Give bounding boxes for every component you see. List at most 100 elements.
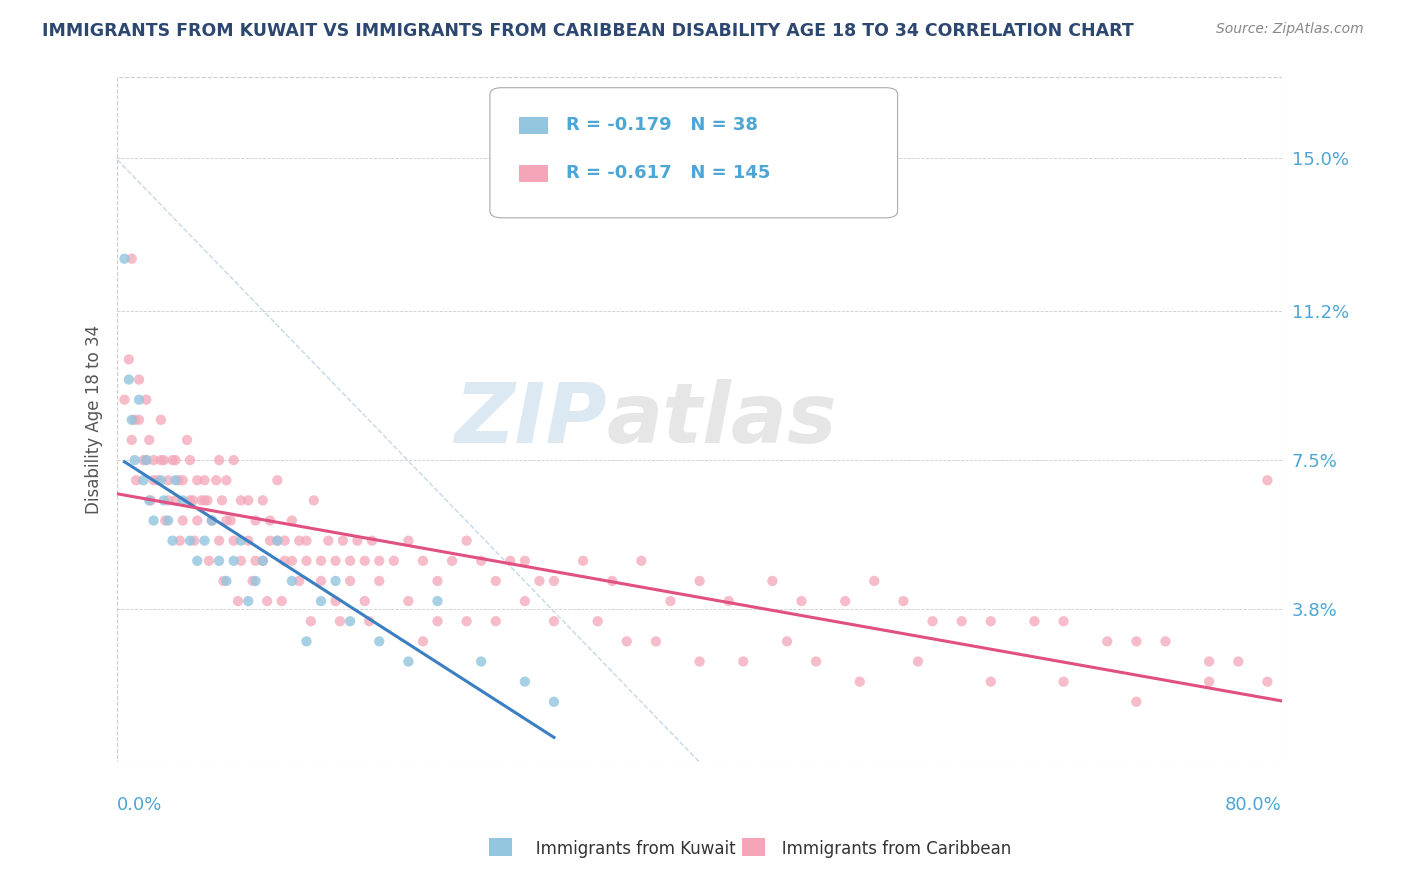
Point	[186, 473, 208, 487]
Text: Source: ZipAtlas.com: Source: ZipAtlas.com	[1216, 22, 1364, 37]
Point	[1052, 614, 1074, 628]
Point	[208, 453, 231, 467]
Point	[211, 493, 233, 508]
Point	[804, 655, 827, 669]
Point	[273, 533, 295, 548]
Point	[600, 574, 623, 588]
Point	[124, 413, 146, 427]
Point	[212, 574, 235, 588]
Point	[368, 574, 391, 588]
Point	[157, 493, 180, 508]
Point	[208, 533, 231, 548]
Point	[426, 594, 449, 608]
Point	[288, 574, 311, 588]
Point	[1125, 634, 1147, 648]
Point	[242, 574, 264, 588]
Point	[222, 453, 245, 467]
Point	[181, 493, 204, 508]
Text: atlas: atlas	[606, 379, 837, 460]
Point	[201, 514, 224, 528]
Point	[339, 574, 361, 588]
Point	[456, 533, 478, 548]
Point	[238, 594, 260, 608]
Point	[229, 554, 252, 568]
Point	[222, 554, 245, 568]
Point	[149, 413, 172, 427]
Point	[288, 533, 311, 548]
Point	[165, 493, 187, 508]
Point	[215, 473, 238, 487]
Point	[142, 514, 165, 528]
Point	[205, 473, 228, 487]
Text: R = -0.179   N = 38: R = -0.179 N = 38	[565, 116, 758, 135]
Point	[138, 433, 160, 447]
Point	[396, 533, 419, 548]
Point	[281, 554, 304, 568]
Point	[256, 594, 278, 608]
Point	[834, 594, 856, 608]
Point	[124, 453, 146, 467]
Point	[426, 574, 449, 588]
Point	[238, 533, 260, 548]
Text: Immigrants from Kuwait: Immigrants from Kuwait	[520, 840, 735, 858]
Point	[193, 473, 215, 487]
Point	[146, 473, 169, 487]
Point	[152, 453, 174, 467]
Point	[396, 594, 419, 608]
Point	[761, 574, 783, 588]
Point	[132, 453, 155, 467]
Point	[165, 473, 187, 487]
Point	[329, 614, 352, 628]
Point	[309, 574, 332, 588]
Point	[1024, 614, 1046, 628]
Point	[198, 554, 221, 568]
Point	[441, 554, 464, 568]
Point	[485, 614, 508, 628]
Point	[339, 614, 361, 628]
Point	[980, 674, 1002, 689]
Text: ZIP: ZIP	[454, 379, 606, 460]
Point	[325, 554, 347, 568]
Point	[499, 554, 522, 568]
Text: 80.0%: 80.0%	[1225, 797, 1282, 814]
Point	[142, 473, 165, 487]
Point	[325, 594, 347, 608]
Point	[543, 574, 565, 588]
Point	[226, 594, 249, 608]
FancyBboxPatch shape	[489, 87, 897, 218]
Point	[172, 493, 194, 508]
Point	[382, 554, 405, 568]
Point	[135, 453, 157, 467]
Point	[412, 634, 434, 648]
Point	[790, 594, 813, 608]
Point	[295, 634, 318, 648]
Point	[357, 614, 380, 628]
Point	[1256, 674, 1278, 689]
Point	[215, 574, 238, 588]
Point	[219, 514, 242, 528]
Point	[776, 634, 799, 648]
Point	[299, 614, 322, 628]
Point	[132, 473, 155, 487]
Point	[128, 373, 150, 387]
Point	[426, 614, 449, 628]
Point	[325, 574, 347, 588]
Point	[229, 493, 252, 508]
Point	[295, 554, 318, 568]
Point	[309, 594, 332, 608]
Point	[266, 473, 288, 487]
Point	[169, 533, 191, 548]
FancyBboxPatch shape	[519, 117, 548, 134]
Point	[222, 533, 245, 548]
Point	[186, 554, 208, 568]
Point	[118, 373, 141, 387]
Point	[572, 554, 595, 568]
Point	[318, 533, 340, 548]
Point	[167, 473, 190, 487]
Point	[1198, 674, 1220, 689]
Point	[259, 514, 281, 528]
Point	[295, 533, 318, 548]
Point	[179, 493, 201, 508]
Point	[470, 655, 492, 669]
Point	[152, 493, 174, 508]
